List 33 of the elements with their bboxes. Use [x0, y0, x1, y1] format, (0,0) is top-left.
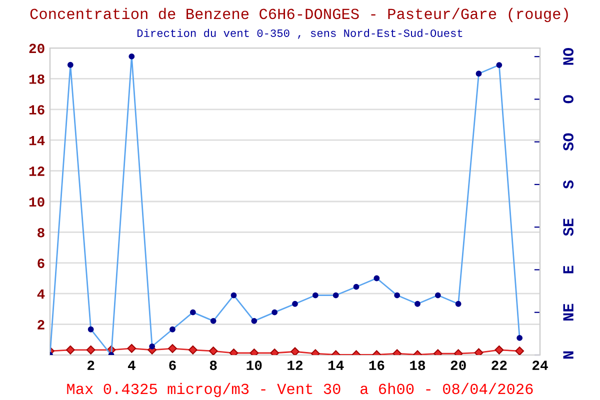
- x-tick-label: 18: [410, 360, 426, 370]
- x-tick-label: 24: [532, 360, 548, 370]
- x-tick-label: 16: [369, 360, 384, 370]
- text: Max 0.4325 microg/m3 - Vent 30 a 6h00 - 08/04/2026: [67, 382, 533, 398]
- y-tick-label: 8: [38, 228, 44, 238]
- text: NO: [563, 48, 574, 65]
- x-tick-label: 4: [128, 360, 136, 370]
- x-tick-label: 10: [246, 360, 262, 370]
- y-tick-label: 20: [29, 44, 44, 54]
- chart-title: Concentration de Benzene C6H6-DONGES - Pasteur/Gare (rouge): [30, 8, 568, 22]
- x-tick-label: 8: [210, 360, 217, 370]
- text: S: [563, 180, 574, 189]
- text: SE: [563, 218, 574, 236]
- text: E: [563, 266, 574, 274]
- y-tick-label: 4: [37, 289, 45, 299]
- text: N: [563, 351, 574, 359]
- x-tick-label: 20: [450, 360, 466, 370]
- x-tick-label: 12: [288, 360, 303, 370]
- text: O: [563, 95, 574, 104]
- y-tick-label: 10: [29, 197, 44, 207]
- x-tick-label: 14: [328, 360, 344, 370]
- text: NE: [563, 304, 574, 321]
- chart-subtitle: Direction du vent 0-350 , sens Nord-Est-Sud-Ouest: [138, 28, 462, 39]
- y-tick-label: 6: [38, 258, 44, 268]
- text: SO: [563, 133, 574, 151]
- x-tick-label: 22: [492, 360, 507, 370]
- y-tick-label: 2: [38, 320, 44, 330]
- y-tick-label: 16: [29, 105, 44, 115]
- x-tick-label: 2: [88, 360, 94, 370]
- y-tick-label: 14: [29, 136, 45, 146]
- y-tick-label: 12: [29, 166, 44, 176]
- x-tick-label: 6: [169, 360, 176, 370]
- y-tick-label: 18: [29, 74, 44, 84]
